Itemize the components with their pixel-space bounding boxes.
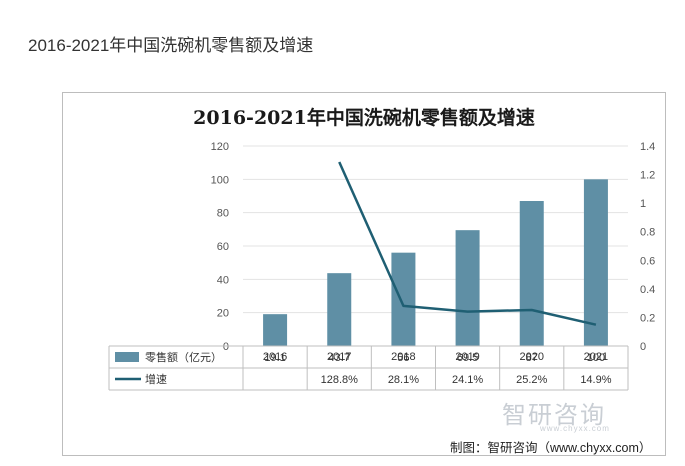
- bar: [391, 252, 416, 346]
- y-left-tick-label: 120: [211, 141, 229, 153]
- legend-swatch-bar: [115, 352, 139, 362]
- gridlines: [243, 145, 628, 347]
- table-cell-value: 43.7: [329, 352, 350, 364]
- y-left-tick-label: 80: [217, 208, 229, 220]
- chart-title: 2016-2021年中国洗碗机零售额及增速: [193, 106, 535, 129]
- table-cell-value: 14.9%: [580, 374, 611, 386]
- table-cell-value: 100: [587, 352, 605, 364]
- y-left-tick-label: 40: [217, 274, 229, 286]
- y-left-tick-label: 0: [223, 341, 229, 353]
- table-cell-value: 28.1%: [388, 374, 419, 386]
- x-tick-label: 2016: [263, 351, 287, 363]
- y-right-tick-label: 1: [640, 198, 646, 210]
- x-tick-label: 2017: [327, 351, 351, 363]
- table-cell-value: 87: [526, 352, 538, 364]
- x-tick-label: 2019: [455, 351, 479, 363]
- y-right-tick-label: 0.4: [640, 284, 655, 296]
- y-right-tick-label: 0.6: [640, 255, 655, 267]
- table-cell-value: 56: [397, 352, 409, 364]
- y-right-tick-label: 1.2: [640, 170, 655, 182]
- bar: [583, 179, 608, 346]
- source-note: 制图：智研咨询（www.chyxx.com）: [450, 441, 652, 455]
- y-left-tick-label: 60: [217, 241, 229, 253]
- table-cell-value: 19.1: [264, 352, 285, 364]
- y-axis-left: 0 20 40 60 80 100 120: [211, 141, 229, 353]
- line-series: [338, 161, 597, 326]
- data-table: 2016 2017 2018 2019 2020 2021 零售额（亿元） 19.1 43.7 5…: [108, 345, 629, 391]
- growth-line: [338, 161, 597, 326]
- x-tick-label: 2020: [520, 351, 544, 363]
- page-heading: 2016-2021年中国洗碗机零售额及增速: [28, 36, 314, 55]
- legend-label-line: 增速: [145, 372, 167, 386]
- bar: [327, 273, 352, 346]
- y-right-tick-label: 0: [640, 341, 646, 353]
- bar: [263, 314, 288, 346]
- table-cell-value: 25.2%: [516, 374, 547, 386]
- bar: [519, 201, 544, 346]
- y-axis-right: 0 0.2 0.4 0.6 0.8 1 1.2 1.4: [640, 141, 655, 353]
- bar-series: [263, 179, 608, 346]
- watermark-logo: 智研咨询: [502, 402, 606, 429]
- y-right-tick-label: 0.8: [640, 227, 655, 239]
- y-left-tick-label: 100: [211, 174, 229, 186]
- bar: [455, 230, 480, 346]
- x-tick-label: 2021: [584, 351, 608, 363]
- y-left-tick-label: 20: [217, 308, 229, 320]
- legend-label-bar: 零售额（亿元）: [145, 350, 222, 364]
- y-right-tick-label: 1.4: [640, 141, 655, 153]
- table-cell-value: 128.8%: [321, 374, 359, 386]
- x-tick-label: 2018: [391, 351, 415, 363]
- watermark-url: www.chyxx.com: [540, 424, 610, 433]
- y-right-tick-label: 0.2: [640, 312, 655, 324]
- table-cell-value: 69.5: [457, 352, 478, 364]
- table-cell-value: 24.1%: [452, 374, 483, 386]
